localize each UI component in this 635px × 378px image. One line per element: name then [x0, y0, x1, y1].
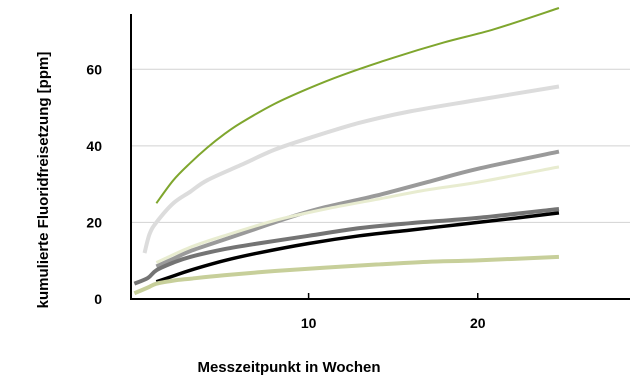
y-tick-label: 20 [86, 214, 102, 230]
series-line [155, 7, 560, 204]
series-line [133, 207, 560, 286]
series-group [133, 7, 560, 296]
x-axis-title: Messzeitpunkt in Wochen [197, 359, 380, 376]
series-line [133, 254, 560, 296]
x-tick-label: 20 [470, 315, 486, 331]
grid-lines [131, 68, 630, 223]
axes [130, 14, 630, 300]
series-line [142, 84, 560, 254]
x-tick-label: 10 [301, 315, 317, 331]
y-axis-title: kumulierte Fluoridfreisetzung [ppm] [35, 52, 52, 309]
tick-labels: 0 20 40 60 10 20 [86, 61, 485, 331]
y-tick-label: 40 [86, 138, 102, 154]
series-line [155, 165, 560, 264]
y-tick-label: 60 [86, 61, 102, 77]
series-line [155, 211, 560, 284]
y-tick-label: 0 [94, 291, 102, 307]
